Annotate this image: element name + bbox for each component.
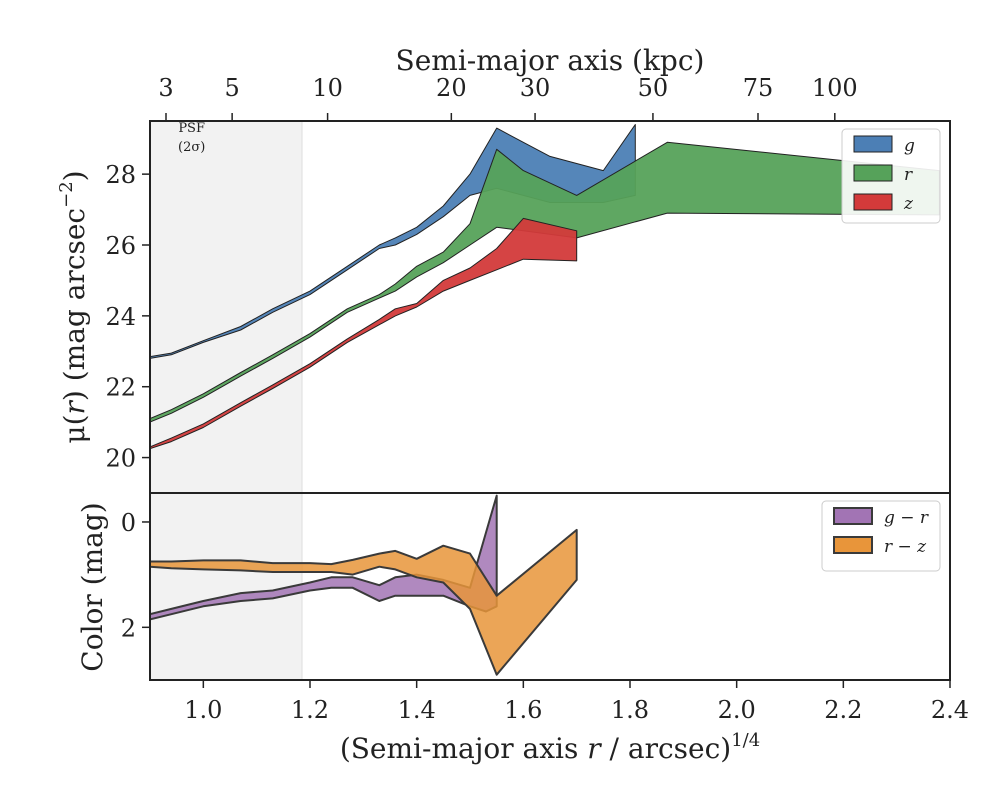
x-tick-label: 1.6 [504, 696, 542, 724]
top-axis-tick-label: 10 [312, 74, 343, 102]
band-rz-color [150, 528, 578, 676]
psf-shaded-region [150, 493, 302, 680]
top-axis-tick-label: 5 [224, 74, 239, 102]
top-axis-tick-label: 20 [436, 74, 467, 102]
x-tick-label: 2.0 [718, 696, 756, 724]
top-axis-tick-label: 75 [743, 74, 774, 102]
y-tick-label: 0 [121, 509, 136, 537]
legend-swatch-1 [853, 164, 893, 182]
y-tick-label: 26 [105, 232, 136, 260]
top-axis-tick-label: 50 [638, 74, 669, 102]
legend-label-0: g [904, 136, 915, 156]
legend-label-1: r − z [884, 537, 927, 557]
x-tick-label: 1.2 [291, 696, 329, 724]
legend: g − r r − z [821, 500, 941, 572]
top-axis-tick-label: 100 [812, 74, 858, 102]
band-gr-color [150, 494, 498, 621]
color-profile-panel: 0 2 g − r r − z 1.0 1.2 1.4 1.6 1.8 2.0 2.2 2.4 (Sem… [76, 492, 969, 765]
legend-swatch-2 [853, 193, 893, 211]
psf-annotation-1: (2σ) [178, 140, 205, 155]
psf-annotation-0: PSF [178, 121, 205, 136]
legend-swatch-1 [833, 536, 873, 554]
y-axis-label: μ(r) (mag arcsec−2) [56, 170, 91, 443]
x-tick-label: 2.4 [931, 696, 969, 724]
legend-swatch-0 [833, 507, 873, 525]
color-y-axis-label: Color (mag) [76, 502, 109, 671]
x-tick-label: 2.2 [824, 696, 862, 724]
surface-brightness-panel: 20 22 24 26 28 grz 3 5 10 20 30 50 75 100 Semi-major a… [56, 44, 951, 494]
top-axis-tick-label: 3 [158, 74, 173, 102]
legend: grz [841, 128, 941, 224]
y-tick-label: 20 [105, 445, 136, 473]
axes-frame [149, 492, 951, 681]
x-axis-label: (Semi-major axis r / arcsec)1/4 [340, 730, 760, 765]
x-tick-label: 1.0 [184, 696, 222, 724]
x-tick-label: 1.8 [611, 696, 649, 724]
legend-swatch-0 [853, 135, 893, 153]
legend-label-2: z [903, 194, 914, 214]
x-tick-label: 1.4 [398, 696, 436, 724]
y-tick-label: 28 [105, 161, 136, 189]
band-z [150, 217, 578, 450]
y-tick-label: 2 [121, 614, 136, 642]
bands [150, 494, 578, 676]
legend-label-0: g − r [884, 508, 929, 528]
y-tick-label: 22 [105, 374, 136, 402]
y-tick-label: 24 [105, 303, 136, 331]
top-axis-tick-label: 30 [520, 74, 551, 102]
legend-label-1: r [904, 165, 913, 185]
top-axis-label: Semi-major axis (kpc) [396, 44, 705, 77]
